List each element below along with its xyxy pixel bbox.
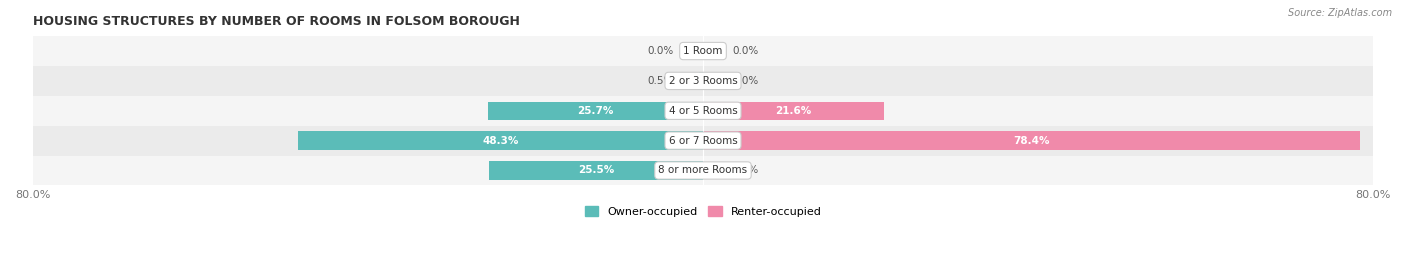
Text: 0.0%: 0.0% [647,46,673,56]
Text: 21.6%: 21.6% [775,106,811,116]
Text: 48.3%: 48.3% [482,136,519,146]
Legend: Owner-occupied, Renter-occupied: Owner-occupied, Renter-occupied [581,202,825,222]
Text: 0.0%: 0.0% [733,165,759,175]
Text: 6 or 7 Rooms: 6 or 7 Rooms [669,136,737,146]
Bar [703,101,884,120]
Text: 1 Room: 1 Room [683,46,723,56]
Text: 4 or 5 Rooms: 4 or 5 Rooms [669,106,737,116]
Text: 25.5%: 25.5% [578,165,614,175]
Bar [32,36,1374,66]
Bar [298,131,703,150]
Bar [488,101,703,120]
Text: 8 or more Rooms: 8 or more Rooms [658,165,748,175]
Bar [32,66,1374,96]
Text: Source: ZipAtlas.com: Source: ZipAtlas.com [1288,8,1392,18]
Bar [699,72,703,90]
Text: 0.0%: 0.0% [733,46,759,56]
Bar [32,126,1374,155]
Text: 2 or 3 Rooms: 2 or 3 Rooms [669,76,737,86]
Bar [32,96,1374,126]
Text: HOUSING STRUCTURES BY NUMBER OF ROOMS IN FOLSOM BOROUGH: HOUSING STRUCTURES BY NUMBER OF ROOMS IN… [32,15,520,28]
Text: 0.5%: 0.5% [647,76,673,86]
Text: 0.0%: 0.0% [733,76,759,86]
Bar [703,131,1360,150]
Bar [489,161,703,180]
Text: 25.7%: 25.7% [576,106,613,116]
Text: 78.4%: 78.4% [1014,136,1050,146]
Bar [32,155,1374,185]
